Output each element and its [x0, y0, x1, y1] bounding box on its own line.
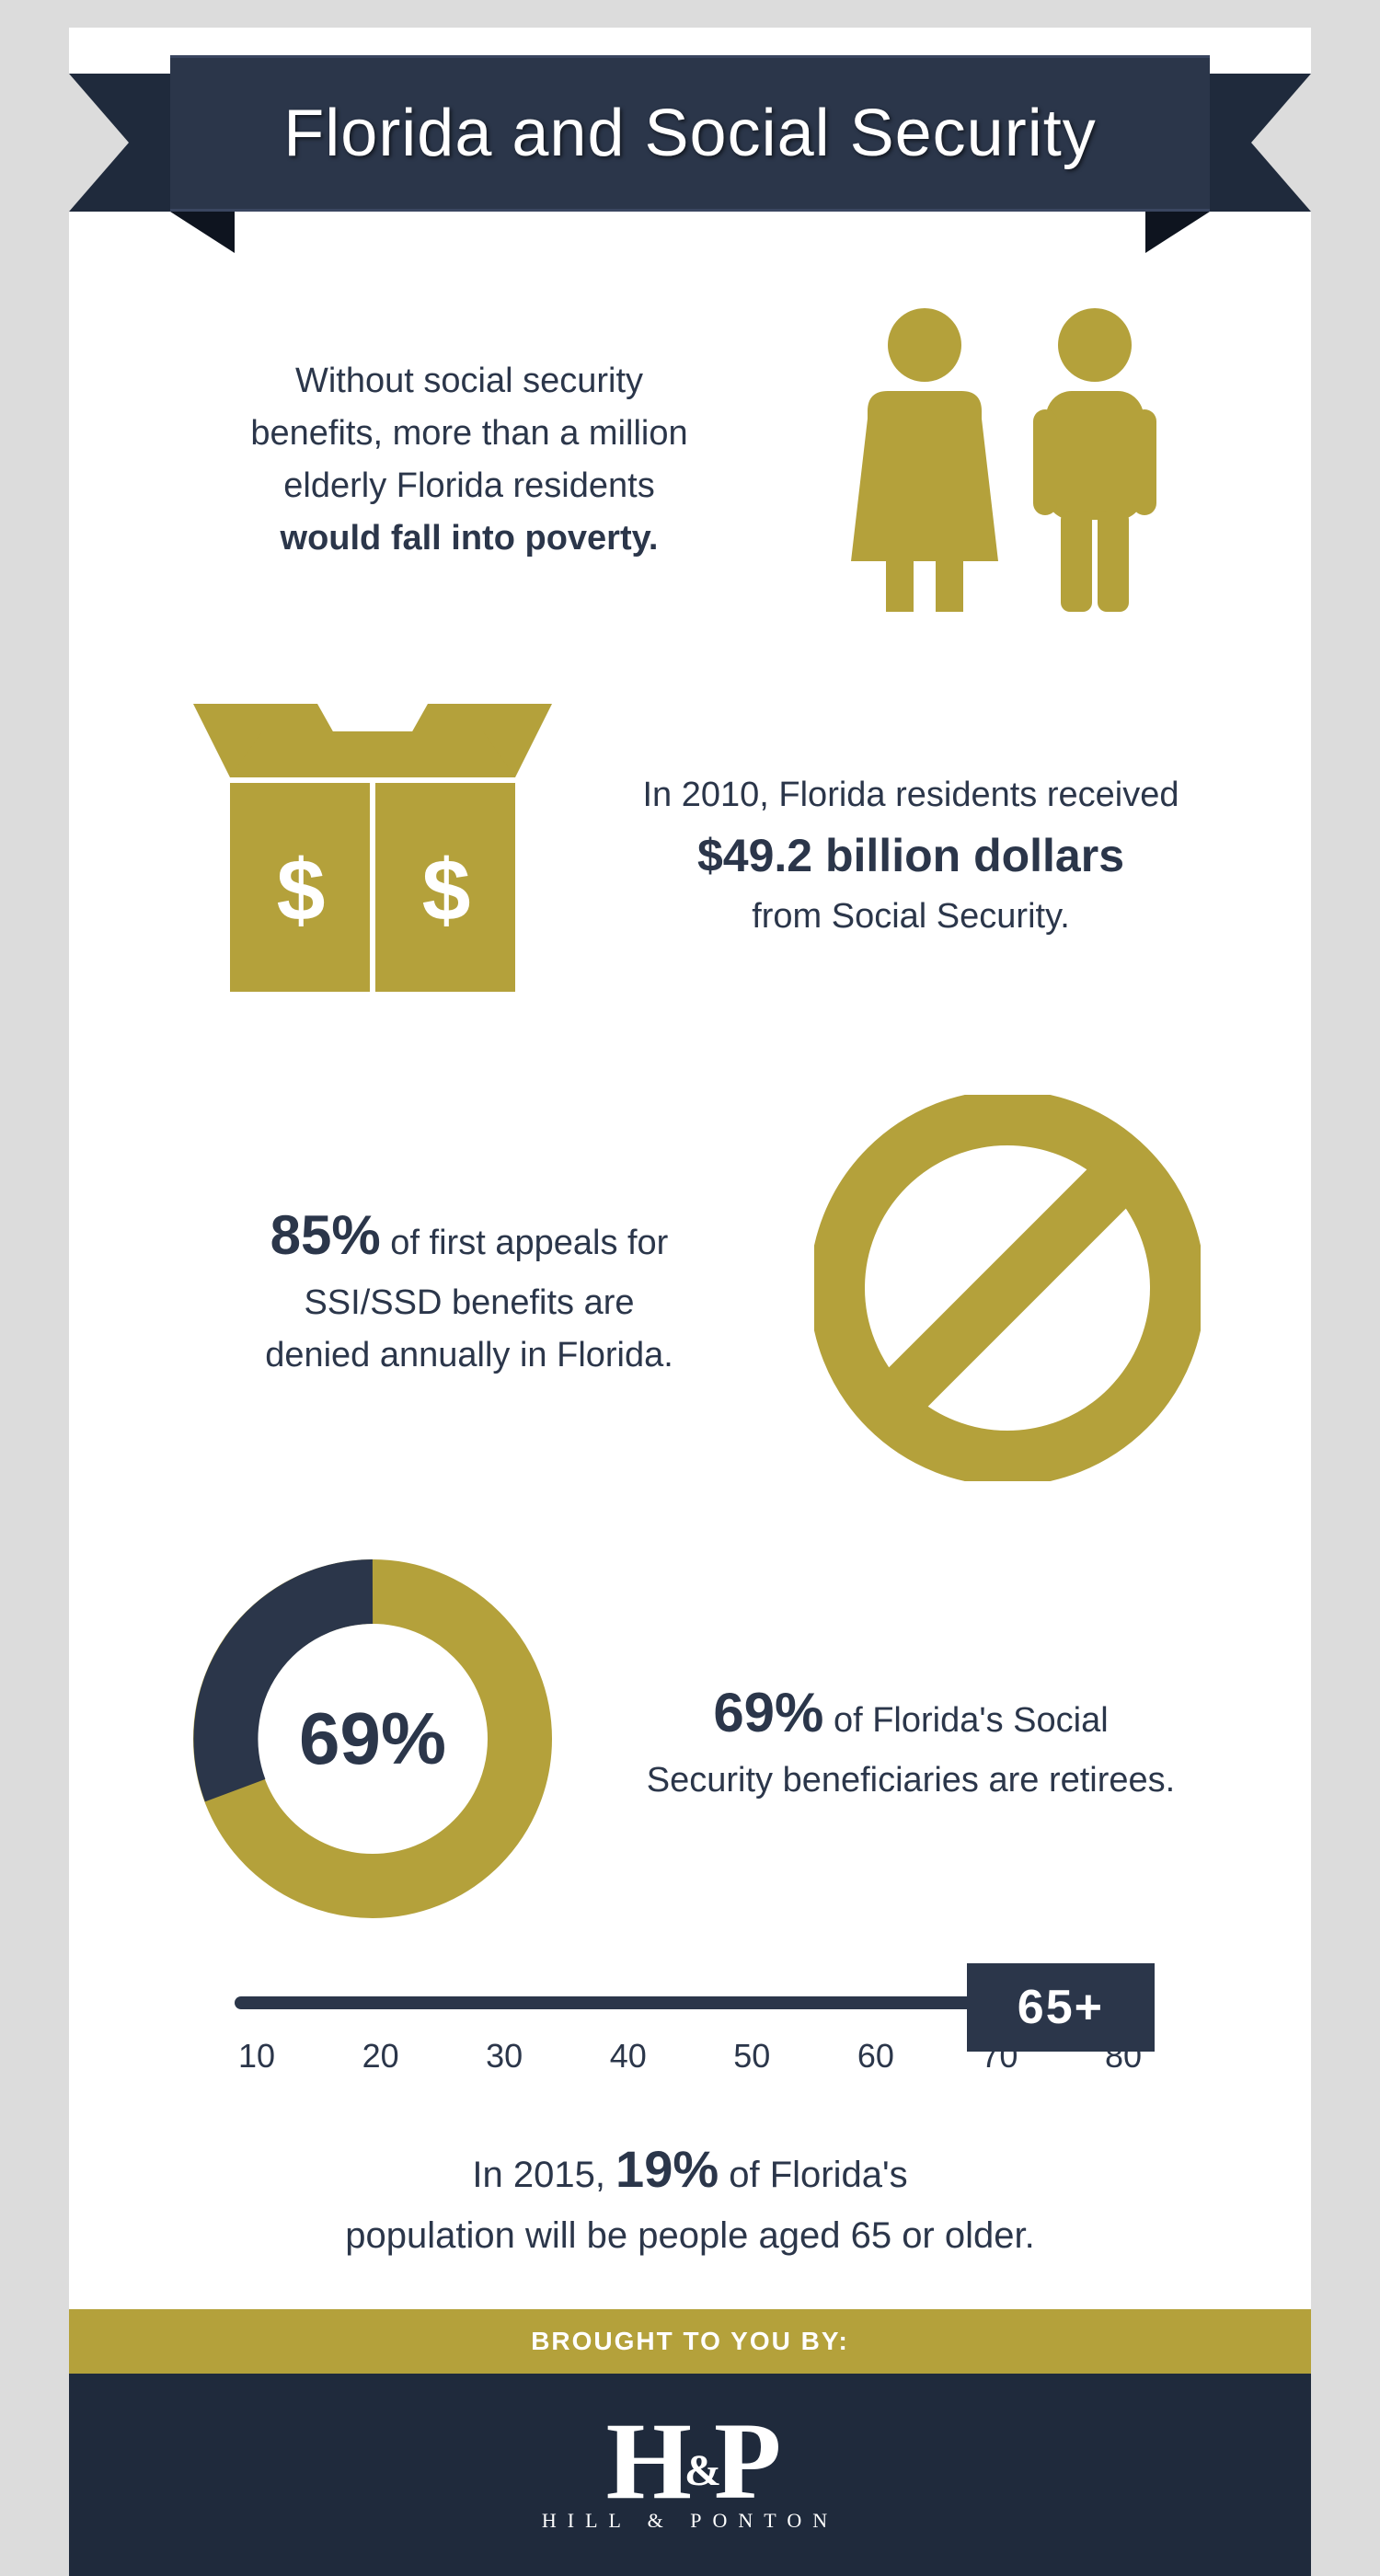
ribbon-fold-right — [1145, 212, 1210, 253]
prohibited-icon — [814, 1095, 1201, 1481]
text-line: of Florida's — [719, 2155, 908, 2195]
section-retirees: 69% 69% of Florida's Social Security ben… — [179, 1546, 1201, 1932]
ribbon-notch-right — [1251, 74, 1311, 212]
slider-caption: In 2015, 19% of Florida's population wil… — [235, 2131, 1145, 2263]
text-line: population will be people aged 65 or old… — [345, 2215, 1034, 2256]
ribbon-notch-left — [69, 74, 129, 212]
slider-track: 65+ — [235, 1996, 1145, 2009]
text-line: SSI/SSD benefits are — [304, 1283, 634, 1322]
logo-letter: P — [714, 2399, 774, 2522]
page-title: Florida and Social Security — [283, 96, 1096, 171]
svg-text:$: $ — [422, 842, 471, 939]
text-line: benefits, more than a million — [250, 414, 687, 453]
title-banner: Florida and Social Security — [69, 37, 1311, 276]
text-line: Without social security — [295, 362, 643, 400]
donut-label: 69% — [299, 1696, 446, 1781]
logo-icon: H&P — [606, 2417, 775, 2505]
text-line: elderly Florida residents — [283, 466, 654, 505]
tick-label: 30 — [486, 2037, 523, 2076]
people-icon — [814, 304, 1201, 616]
footer: H&P HILL & PONTON — [69, 2374, 1311, 2576]
age-slider: 65+ 10 20 30 40 50 60 70 80 In 2015, 19%… — [179, 1996, 1201, 2263]
logo-letter: H — [606, 2399, 684, 2522]
content-area: Without social security benefits, more t… — [69, 276, 1311, 2263]
footer-bar-text: BROUGHT TO YOU BY: — [531, 2327, 849, 2356]
text-bold: would fall into poverty. — [281, 519, 659, 558]
text-line: of Florida's Social — [823, 1701, 1108, 1740]
footer-bar: BROUGHT TO YOU BY: — [69, 2309, 1311, 2374]
infographic-card: Florida and Social Security Without soci… — [69, 28, 1311, 2576]
banner-main: Florida and Social Security — [170, 55, 1210, 212]
text-line: Security beneficiaries are retirees. — [647, 1761, 1175, 1800]
poverty-text: Without social security benefits, more t… — [179, 355, 759, 565]
tick-label: 60 — [857, 2037, 894, 2076]
section-denied: 85% of first appeals for SSI/SSD benefit… — [179, 1095, 1201, 1481]
stat-percent: 69% — [713, 1682, 823, 1743]
section-poverty: Without social security benefits, more t… — [179, 304, 1201, 616]
text-line: In 2010, Florida residents received — [643, 776, 1179, 814]
tick-label: 10 — [238, 2037, 275, 2076]
ribbon-fold-left — [170, 212, 235, 253]
text-line: denied annually in Florida. — [265, 1336, 673, 1374]
svg-text:$: $ — [277, 842, 326, 939]
text-line: from Social Security. — [752, 897, 1070, 936]
logo-subtext: HILL & PONTON — [542, 2509, 838, 2533]
text-bold: $49.2 billion dollars — [697, 830, 1124, 881]
stat-percent: 19% — [615, 2140, 719, 2198]
denied-text: 85% of first appeals for SSI/SSD benefit… — [179, 1194, 759, 1382]
tick-label: 40 — [610, 2037, 647, 2076]
stat-percent: 85% — [270, 1204, 381, 1266]
money-box-icon: $ $ — [179, 681, 566, 1030]
section-billions: $ $ In 2010, Florida residents received … — [179, 681, 1201, 1030]
text-line: of first appeals for — [381, 1224, 669, 1262]
tick-label: 50 — [733, 2037, 770, 2076]
text-line: In 2015, — [472, 2155, 615, 2195]
slider-badge: 65+ — [967, 1963, 1155, 2052]
donut-chart: 69% — [179, 1546, 566, 1932]
logo-ampersand: & — [684, 2446, 714, 2495]
tick-label: 20 — [362, 2037, 399, 2076]
retirees-text: 69% of Florida's Social Security benefic… — [621, 1672, 1201, 1807]
billions-text: In 2010, Florida residents received $49.… — [621, 769, 1201, 943]
